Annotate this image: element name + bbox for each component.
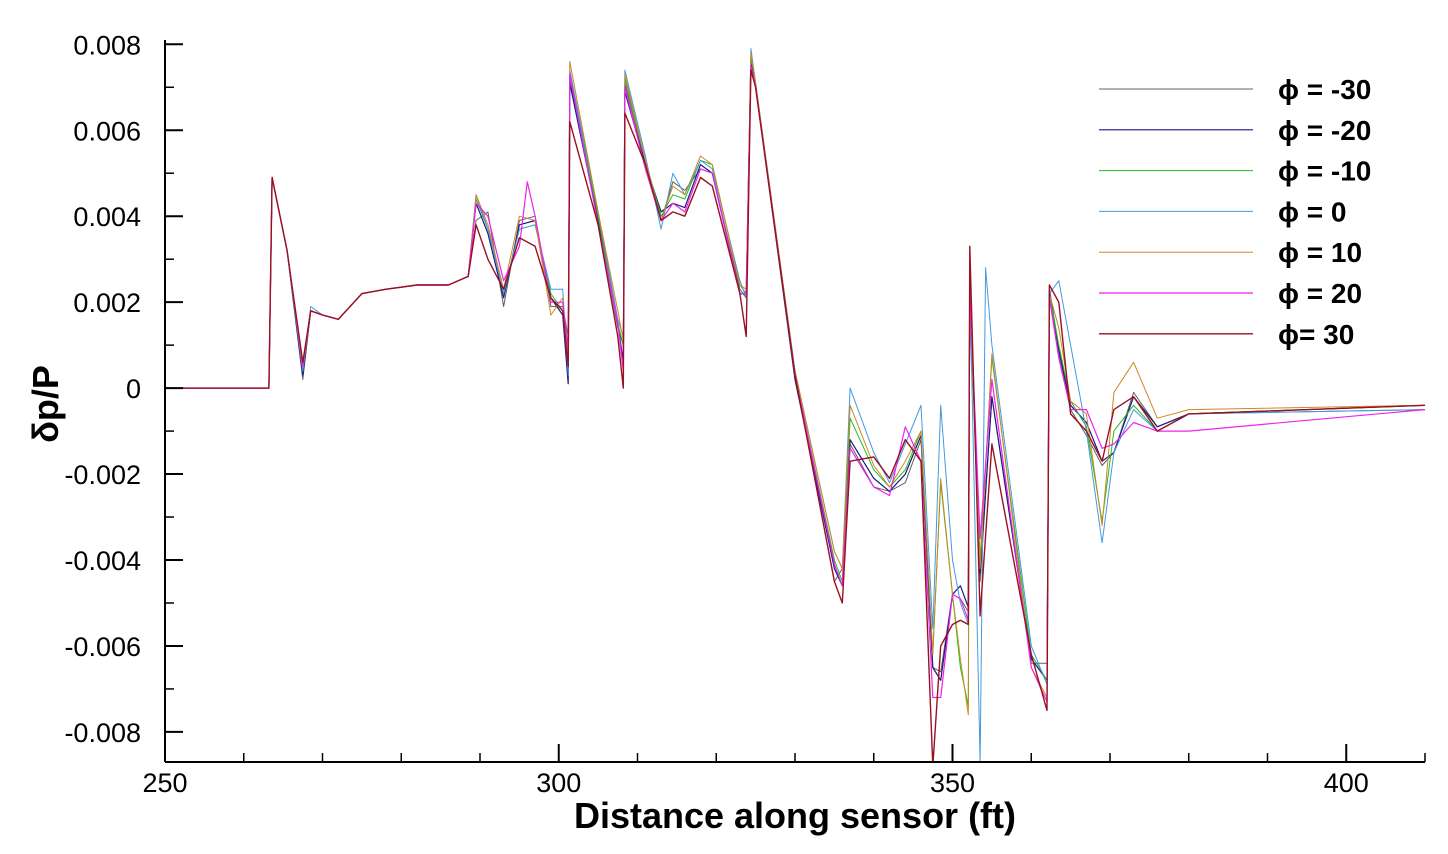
legend-label: ϕ = 20 bbox=[1278, 278, 1362, 309]
legend-label: ϕ= 30 bbox=[1278, 319, 1354, 350]
legend-label: ϕ = -20 bbox=[1278, 115, 1371, 146]
legend: ϕ = -30 ϕ = -20 ϕ = -10 ϕ = 0 ϕ = 10 ϕ = 20 ϕ=… bbox=[1099, 74, 1371, 350]
y-tick-label: 0.002 bbox=[73, 288, 141, 318]
y-tick-label: -0.008 bbox=[64, 718, 141, 748]
x-axis-title: Distance along sensor (ft) bbox=[574, 795, 1016, 836]
y-tick-label: 0 bbox=[126, 374, 141, 404]
legend-label: ϕ = 10 bbox=[1278, 237, 1362, 268]
x-tick-label: 350 bbox=[930, 768, 975, 798]
x-tick-label: 250 bbox=[142, 768, 187, 798]
series-line-5 bbox=[165, 65, 1425, 703]
y-tick-label: -0.002 bbox=[64, 460, 141, 490]
y-tick-label: -0.004 bbox=[64, 546, 141, 576]
y-tick-label: 0.006 bbox=[73, 116, 141, 146]
tick-labels: 250 300 350 400 0.008 0.006 0.004 0.002 0 -0.002 -… bbox=[64, 30, 1368, 798]
series-line-6 bbox=[165, 69, 1425, 762]
x-tick-label: 400 bbox=[1324, 768, 1369, 798]
series-line-4 bbox=[165, 52, 1425, 716]
legend-label: ϕ = -10 bbox=[1278, 156, 1371, 187]
x-tick-label: 300 bbox=[536, 768, 581, 798]
series-line-3 bbox=[165, 48, 1425, 762]
y-tick-label: 0.004 bbox=[73, 202, 141, 232]
y-tick-label: -0.006 bbox=[64, 632, 141, 662]
series-line-0 bbox=[165, 61, 1425, 673]
axes bbox=[164, 40, 1426, 763]
y-axis-title: δp/P bbox=[25, 365, 66, 443]
legend-label: ϕ = 0 bbox=[1278, 196, 1346, 227]
legend-label: ϕ = -30 bbox=[1278, 74, 1371, 105]
series-lines bbox=[165, 48, 1425, 762]
y-tick-label: 0.008 bbox=[73, 30, 141, 60]
